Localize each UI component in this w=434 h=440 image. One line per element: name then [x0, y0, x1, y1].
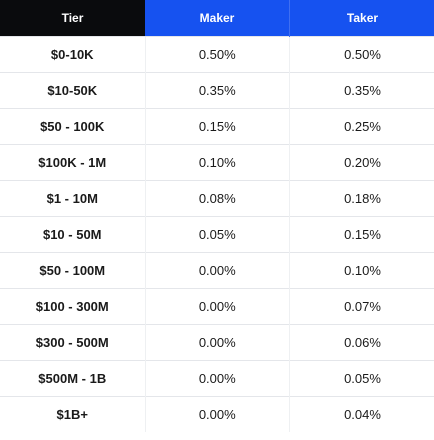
table-row: $0-10K 0.50% 0.50% — [0, 36, 434, 73]
taker-fee-cell: 0.06% — [289, 324, 434, 361]
table-row: $100K - 1M 0.10% 0.20% — [0, 144, 434, 181]
maker-fee-cell: 0.50% — [144, 36, 290, 73]
taker-fee-cell: 0.15% — [289, 216, 434, 253]
taker-fee-cell: 0.07% — [289, 288, 434, 325]
tier-cell: $1B+ — [0, 396, 145, 432]
table-row: $1B+ 0.00% 0.04% — [0, 396, 434, 432]
taker-fee-cell: 0.10% — [289, 252, 434, 289]
tier-cell: $50 - 100K — [0, 108, 145, 145]
tier-cell: $100 - 300M — [0, 288, 145, 325]
tier-cell: $300 - 500M — [0, 324, 145, 361]
tier-cell: $500M - 1B — [0, 360, 145, 397]
maker-fee-cell: 0.00% — [144, 360, 290, 397]
maker-fee-cell: 0.00% — [144, 252, 290, 289]
table-row: $500M - 1B 0.00% 0.05% — [0, 360, 434, 397]
table-row: $10 - 50M 0.05% 0.15% — [0, 216, 434, 253]
taker-fee-cell: 0.18% — [289, 180, 434, 217]
taker-fee-cell: 0.05% — [289, 360, 434, 397]
taker-fee-cell: 0.50% — [289, 36, 434, 73]
table-row: $100 - 300M 0.00% 0.07% — [0, 288, 434, 325]
table-row: $50 - 100K 0.15% 0.25% — [0, 108, 434, 145]
tier-cell: $0-10K — [0, 36, 145, 73]
tier-column-header: Tier — [0, 0, 145, 37]
taker-fee-cell: 0.25% — [289, 108, 434, 145]
maker-fee-cell: 0.05% — [144, 216, 290, 253]
tier-cell: $10-50K — [0, 72, 145, 109]
tier-cell: $10 - 50M — [0, 216, 145, 253]
taker-fee-cell: 0.35% — [289, 72, 434, 109]
maker-fee-cell: 0.08% — [144, 180, 290, 217]
taker-fee-cell: 0.20% — [289, 144, 434, 181]
maker-fee-cell: 0.10% — [144, 144, 290, 181]
table-row: $50 - 100M 0.00% 0.10% — [0, 252, 434, 289]
taker-fee-cell: 0.04% — [289, 396, 434, 432]
maker-fee-cell: 0.15% — [144, 108, 290, 145]
tier-cell: $100K - 1M — [0, 144, 145, 181]
maker-fee-cell: 0.35% — [144, 72, 290, 109]
maker-fee-cell: 0.00% — [144, 324, 290, 361]
taker-column-header: Taker — [289, 0, 434, 37]
table-row: $300 - 500M 0.00% 0.06% — [0, 324, 434, 361]
header-row: Tier Maker Taker — [0, 0, 434, 37]
table-row: $10-50K 0.35% 0.35% — [0, 72, 434, 109]
maker-fee-cell: 0.00% — [144, 396, 290, 432]
maker-column-header: Maker — [145, 0, 290, 37]
tier-cell: $50 - 100M — [0, 252, 145, 289]
maker-fee-cell: 0.00% — [144, 288, 290, 325]
tier-cell: $1 - 10M — [0, 180, 145, 217]
table-row: $1 - 10M 0.08% 0.18% — [0, 180, 434, 217]
